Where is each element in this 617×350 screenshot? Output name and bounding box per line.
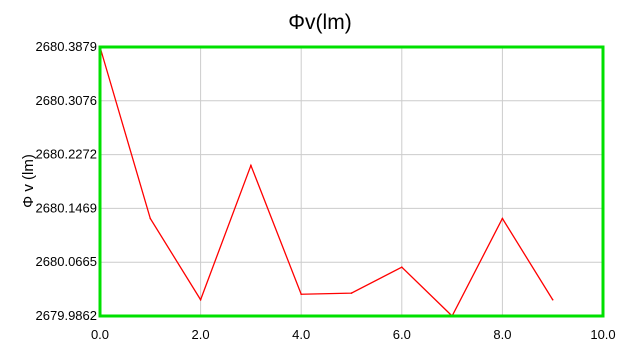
y-axis-ticks: 2679.9862 2680.0665 2680.1469 2680.2272 2680…	[36, 39, 97, 323]
chart-title: Φv(lm)	[288, 11, 351, 34]
data-point-4	[300, 293, 303, 296]
x-tick-label-1: 2.0	[192, 327, 210, 342]
x-tick-label-0: 0.0	[91, 327, 109, 342]
data-point-5	[350, 292, 353, 294]
series-line-0	[99, 46, 554, 318]
x-tick-label-2: 4.0	[292, 327, 310, 342]
data-point-6	[401, 266, 403, 268]
x-axis-ticks: 0.0 2.0 4.0 6.0 8.0 10.0	[91, 327, 616, 342]
data-point-9	[551, 298, 554, 301]
y-axis-label: Φ v (lm)	[20, 154, 37, 208]
y-tick-label-2: 2680.1469	[36, 200, 97, 215]
data-point-3	[250, 164, 252, 167]
plot-area-border	[98, 45, 605, 318]
grid-lines	[99, 46, 604, 317]
y-tick-label-5: 2680.3879	[36, 39, 97, 54]
y-tick-label-3: 2680.2272	[36, 147, 97, 162]
data-point-8	[501, 217, 504, 220]
data-point-1	[149, 217, 152, 220]
y-tick-label-1: 2680.0665	[36, 254, 97, 269]
y-tick-label-0: 2679.9862	[36, 308, 97, 323]
y-tick-label-4: 2680.3076	[36, 93, 97, 108]
x-tick-label-3: 6.0	[393, 327, 411, 342]
data-series	[99, 46, 554, 318]
x-tick-label-4: 8.0	[493, 327, 511, 342]
x-tick-label-5: 10.0	[590, 327, 615, 342]
data-point-2	[199, 298, 202, 301]
